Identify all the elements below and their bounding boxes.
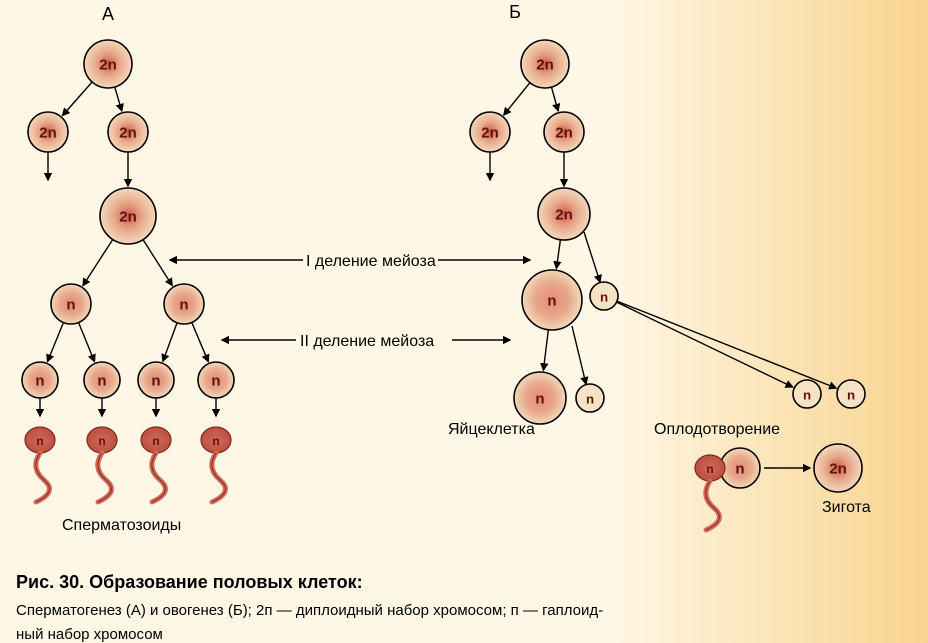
cell-label: 2n (536, 56, 554, 73)
cell-label: 2n (119, 208, 137, 225)
cell-B_egg: n (514, 372, 566, 424)
annotation-meiosis1: I деление мейоза (306, 253, 436, 270)
sperm-label: n (212, 434, 219, 448)
flow-arrow (115, 87, 122, 111)
cell-label: 2n (39, 124, 57, 141)
cell-A_nn_1: n (22, 362, 58, 398)
flow-arrow (504, 83, 530, 115)
cell-A_nn_3: n (138, 362, 174, 398)
cell-A_L1_right: 2n (108, 112, 148, 152)
cell-B_zygote: 2n (814, 444, 862, 492)
cell-A_n_left: n (51, 284, 91, 324)
flow-arrow (617, 302, 793, 387)
sperm-A0: n (25, 427, 55, 502)
annotation-meiosis2: II деление мейоза (300, 333, 434, 350)
cell-label: n (179, 296, 188, 313)
caption-line1: Сперматогенез (А) и овогенез (Б); 2п — д… (16, 602, 603, 619)
flow-arrow (163, 323, 177, 361)
cell-label: 2n (99, 56, 117, 73)
cell-label: 2n (555, 124, 573, 141)
cell-label: n (803, 387, 811, 402)
annotation-sperms: Сперматозоиды (62, 517, 181, 534)
sperm-label: n (152, 434, 159, 448)
sperm-A1: n (87, 427, 117, 502)
cell-label: n (600, 289, 608, 304)
cell-label: n (847, 387, 855, 402)
sperm-label: n (98, 434, 105, 448)
cell-label: n (586, 391, 594, 406)
cell-label: n (66, 296, 75, 313)
cell-B_polar4: n (837, 380, 865, 408)
cell-label: n (547, 292, 556, 309)
cell-B_polar1: n (590, 282, 618, 310)
flow-arrow (63, 82, 93, 116)
cell-B_oocyte: n (522, 270, 582, 330)
caption-title: Рис. 30. Образование половых клеток: (16, 572, 363, 593)
cell-label: 2n (829, 460, 847, 477)
cell-A_L1_left: 2n (28, 112, 68, 152)
cell-A_n_right: n (164, 284, 204, 324)
flow-arrow (79, 323, 95, 362)
cell-A_nn_2: n (84, 362, 120, 398)
cell-B_top: 2n (521, 40, 569, 88)
cell-A_top: 2n (84, 40, 132, 88)
cell-label: n (35, 372, 44, 389)
panel-letter-B: Б (509, 2, 521, 22)
sperm-A3: n (201, 427, 231, 502)
cell-label: 2n (481, 124, 499, 141)
annotation-egg: Яйцеклетка (448, 421, 535, 438)
sperm-A2: n (141, 427, 171, 502)
caption-rest: Образование половых клеток: (84, 572, 362, 592)
cell-label: 2n (119, 124, 137, 141)
cell-B_polar2: n (576, 384, 604, 412)
diagram-svg: 2n 2n 2n 2n n n n n n n 2n 2n 2n 2n n n n n n n n 2n n n n n n I де… (0, 0, 928, 643)
cell-label: n (535, 390, 544, 407)
cell-B_polar3: n (793, 380, 821, 408)
flow-arrow (543, 330, 548, 370)
flow-arrow (617, 301, 836, 388)
cell-B_big: 2n (538, 188, 590, 240)
flow-arrow (584, 232, 600, 282)
flow-arrow (551, 87, 558, 111)
flow-arrow (83, 240, 113, 286)
panel-letter-A: А (102, 4, 114, 24)
cell-label: n (211, 372, 220, 389)
sperm-label: n (706, 462, 713, 476)
cell-B_L1_right: 2n (544, 112, 584, 152)
cell-A_nn_4: n (198, 362, 234, 398)
flow-arrow (572, 326, 586, 384)
sperm-fert: n (695, 455, 725, 530)
diagram-stage: 2n 2n 2n 2n n n n n n n 2n 2n 2n 2n n n n n n n n 2n n n n n n I де… (0, 0, 928, 643)
cell-B_L1_left: 2n (470, 112, 510, 152)
cell-B_fert_n: n (720, 448, 760, 488)
caption-prefix: Рис. 30. (16, 572, 84, 592)
cell-A_big: 2n (100, 188, 156, 244)
annotation-fert: Оплодотворение (654, 421, 780, 438)
cell-label: n (735, 460, 744, 477)
flow-arrow (192, 322, 208, 361)
flow-arrow (556, 240, 560, 269)
cell-label: n (97, 372, 106, 389)
annotation-zygote: Зигота (822, 499, 871, 516)
cell-label: 2n (555, 206, 573, 223)
caption-line2: ный набор хромосом (16, 626, 163, 643)
sperm-label: n (36, 434, 43, 448)
cell-label: n (151, 372, 160, 389)
flow-arrow (143, 240, 172, 286)
flow-arrow (48, 323, 64, 362)
